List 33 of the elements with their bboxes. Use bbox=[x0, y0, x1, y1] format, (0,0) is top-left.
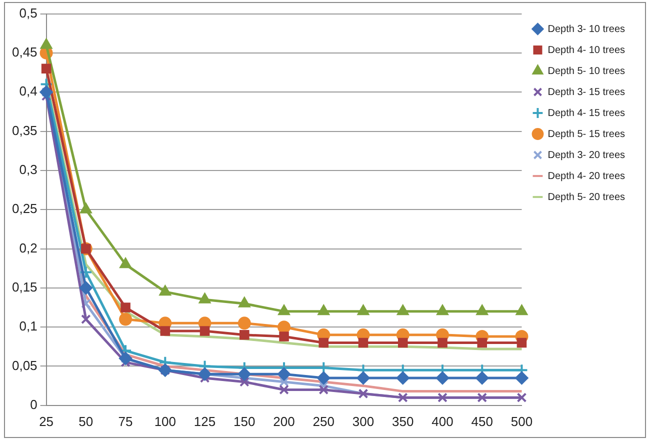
y-tick-label: 0,3 bbox=[19, 162, 38, 178]
y-tick-label: 0,35 bbox=[12, 122, 38, 138]
y-tick-label: 0,25 bbox=[12, 201, 38, 216]
y-tick-label: 0,45 bbox=[12, 44, 38, 60]
x-tick-label: 50 bbox=[78, 414, 94, 429]
x-tick-label: 75 bbox=[118, 414, 133, 429]
y-tick-label: 0,05 bbox=[12, 358, 38, 373]
legend-label: Depth 4- 10 trees bbox=[548, 44, 625, 56]
legend-label: Depth 5- 15 trees bbox=[548, 128, 625, 140]
y-tick-label: 0,4 bbox=[19, 84, 38, 99]
x-tick-label: 200 bbox=[273, 414, 295, 429]
y-tick-label: 0,15 bbox=[12, 280, 38, 294]
y-tick-label: 0 bbox=[30, 396, 38, 412]
y-tick-label: 0,1 bbox=[19, 318, 38, 334]
x-tick-label: 100 bbox=[154, 414, 176, 429]
legend-label: Depth 5- 20 trees bbox=[548, 192, 625, 203]
legend-label: Depth 3- 10 trees bbox=[548, 24, 625, 35]
x-tick-label: 350 bbox=[392, 414, 414, 429]
legend-label: Depth 3- 15 trees bbox=[548, 86, 625, 98]
x-tick-label: 250 bbox=[312, 414, 334, 429]
legend-label: Depth 5- 10 trees bbox=[548, 66, 625, 77]
legend-label: Depth 4- 20 trees bbox=[548, 170, 625, 182]
x-tick-label: 500 bbox=[510, 414, 533, 429]
legend-label: Depth 4- 15 trees bbox=[548, 108, 625, 119]
y-tick-label: 0,2 bbox=[19, 240, 38, 256]
legend-label: Depth 3- 20 trees bbox=[548, 150, 625, 161]
x-tick-label: 300 bbox=[352, 414, 374, 429]
x-tick-label: 25 bbox=[39, 414, 54, 429]
x-tick-label: 450 bbox=[471, 414, 493, 429]
x-tick-label: 125 bbox=[194, 414, 216, 429]
x-tick-label: 400 bbox=[432, 414, 454, 429]
x-tick-label: 150 bbox=[234, 414, 256, 429]
y-tick-label: 0,5 bbox=[19, 5, 38, 20]
